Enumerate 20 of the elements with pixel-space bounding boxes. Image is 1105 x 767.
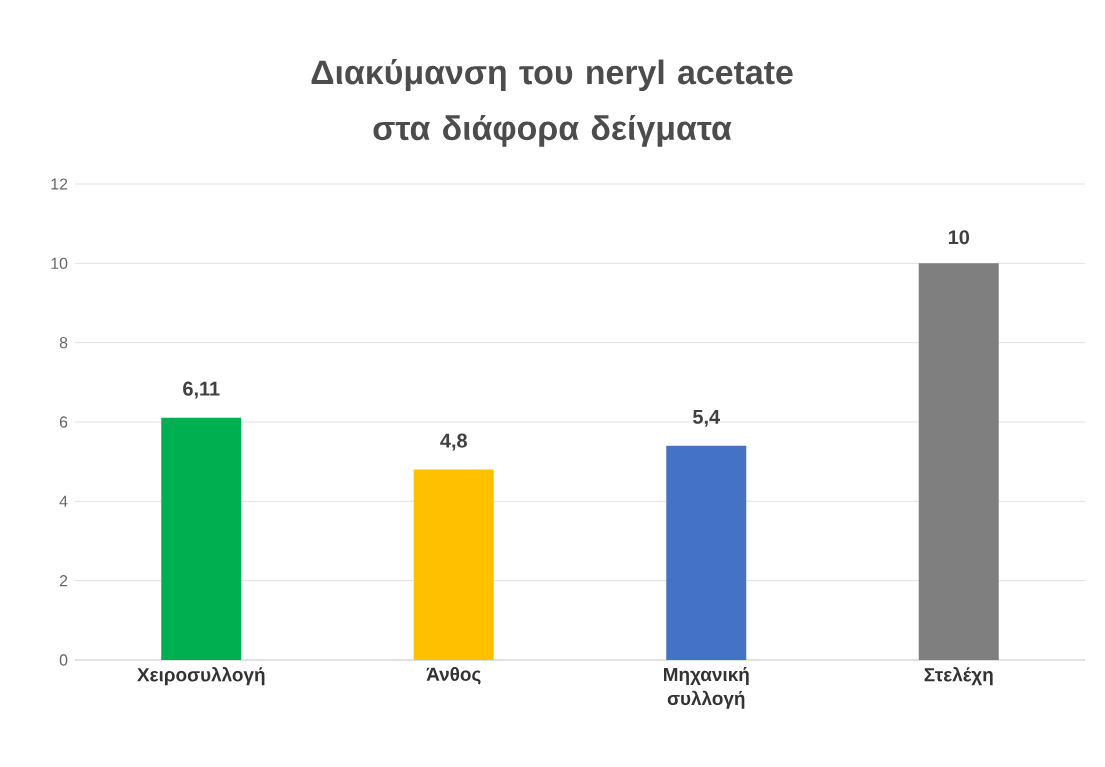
x-tick-label: Μηχανική συλλογή xyxy=(663,667,749,709)
data-label: 6,11 xyxy=(183,381,220,399)
data-label: 4,8 xyxy=(440,433,467,451)
x-tick-label: Στελέχη xyxy=(924,667,993,686)
bar xyxy=(161,417,242,660)
y-tick-label: 4 xyxy=(59,495,68,507)
chart-title: Διακύμανση του neryl acetate στα διάφορα δείγματα xyxy=(311,59,793,147)
bar xyxy=(413,469,494,660)
y-tick-label: 6 xyxy=(59,416,68,428)
y-tick-label: 0 xyxy=(59,654,68,666)
bar xyxy=(666,445,747,660)
y-tick-label: 12 xyxy=(51,178,68,190)
bar xyxy=(918,263,999,660)
x-tick-label: Χειροσυλλογή xyxy=(137,667,265,686)
data-label: 5,4 xyxy=(693,409,720,427)
y-tick-label: 10 xyxy=(51,257,68,269)
data-label: 10 xyxy=(948,230,970,245)
y-tick-label: 2 xyxy=(59,575,68,587)
y-tick-label: 8 xyxy=(59,337,68,349)
x-tick-label: Άνθος xyxy=(426,667,481,685)
